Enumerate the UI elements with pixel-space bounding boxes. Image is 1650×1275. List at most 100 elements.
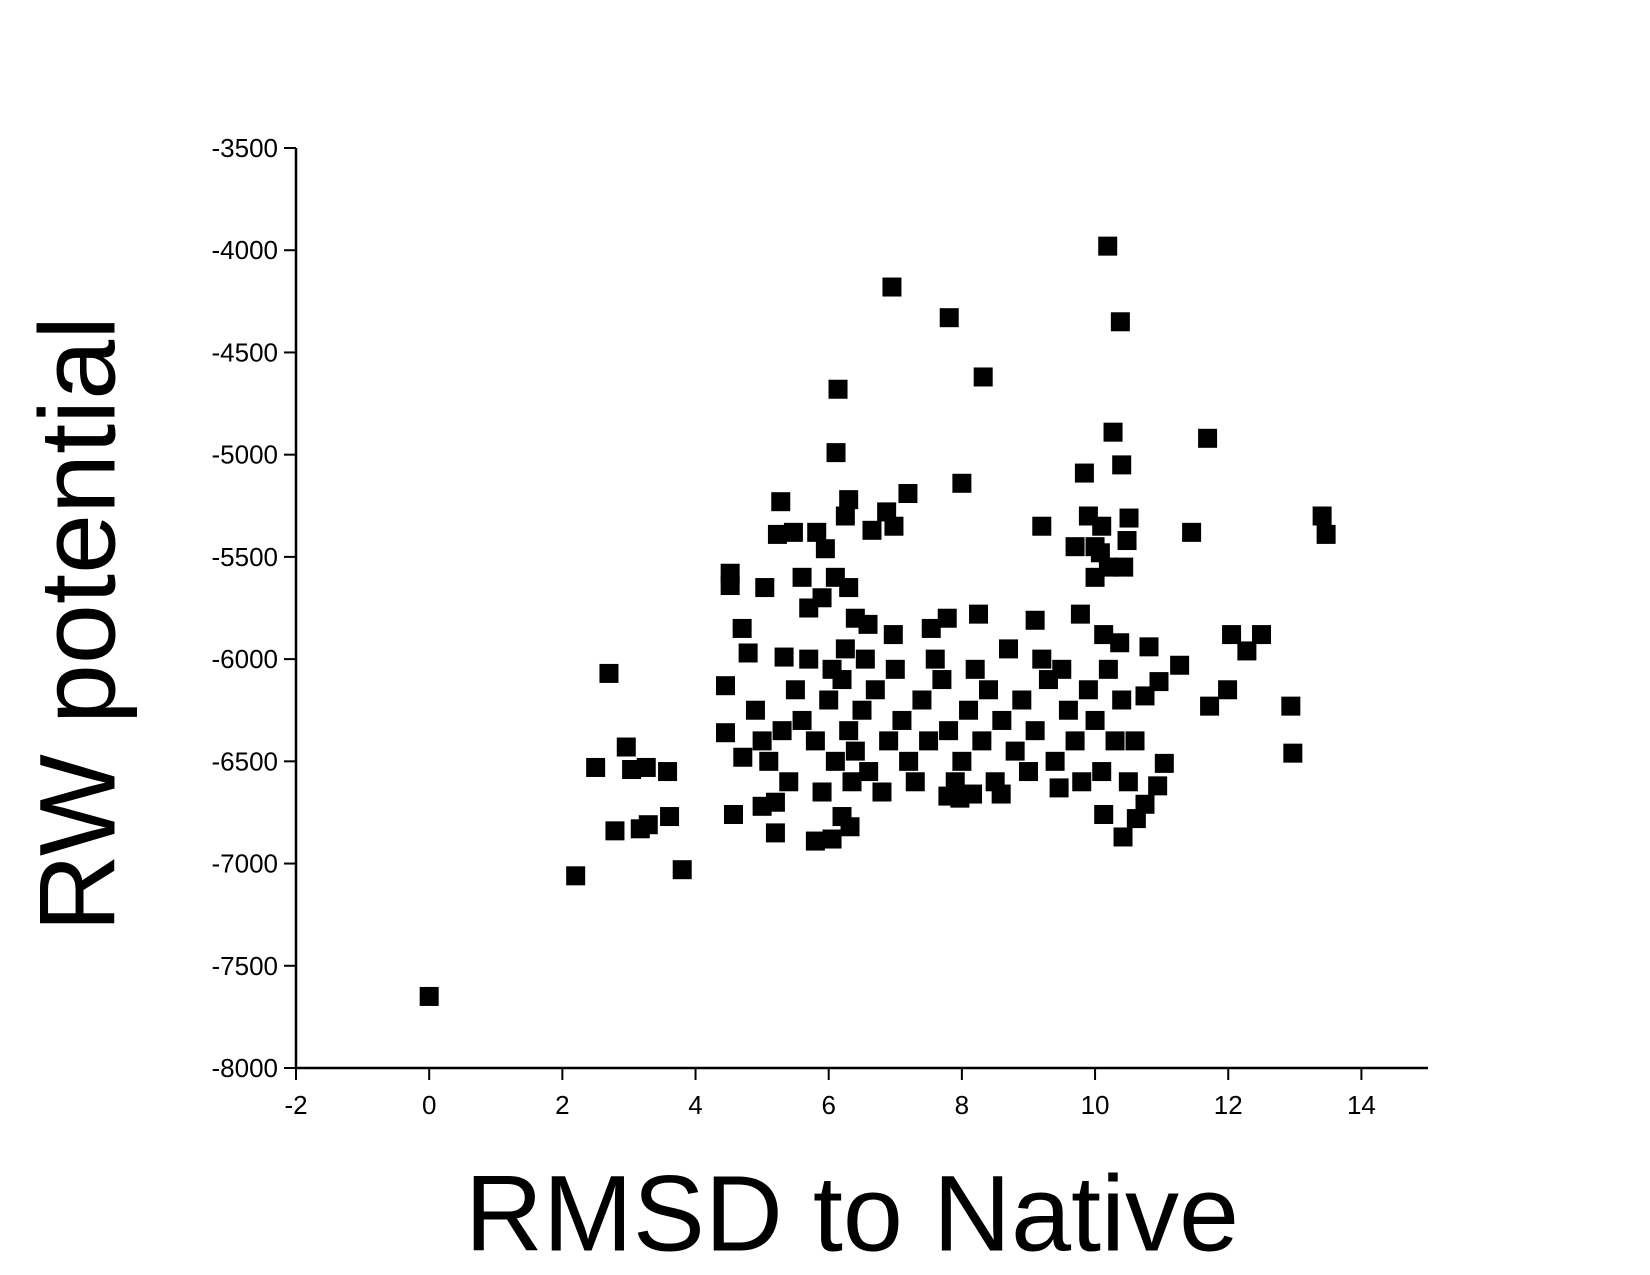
point bbox=[1094, 804, 1114, 824]
x-tick-label: 8 bbox=[955, 1090, 969, 1120]
point bbox=[1237, 641, 1257, 661]
point bbox=[733, 747, 753, 767]
point bbox=[884, 516, 904, 536]
point bbox=[1154, 753, 1174, 773]
point bbox=[1049, 778, 1069, 798]
y-tick-label: -7500 bbox=[212, 951, 279, 981]
y-axis-title: RW potential bbox=[17, 316, 138, 932]
y-tick-label: -4000 bbox=[212, 235, 279, 265]
point bbox=[605, 821, 625, 841]
point bbox=[1098, 236, 1118, 256]
point bbox=[805, 731, 825, 751]
point bbox=[1032, 649, 1052, 669]
point bbox=[1070, 604, 1090, 624]
point bbox=[815, 539, 835, 559]
point bbox=[755, 578, 775, 598]
point bbox=[825, 751, 845, 771]
point bbox=[752, 731, 772, 751]
x-tick-label: 0 bbox=[422, 1090, 436, 1120]
point bbox=[862, 520, 882, 540]
point bbox=[835, 639, 855, 659]
point bbox=[921, 618, 941, 638]
y-tick-label: -6000 bbox=[212, 644, 279, 674]
point bbox=[772, 721, 792, 741]
point bbox=[759, 751, 779, 771]
point bbox=[905, 772, 925, 792]
point bbox=[822, 829, 842, 849]
point bbox=[1200, 696, 1220, 716]
point bbox=[616, 737, 636, 757]
point bbox=[566, 866, 586, 886]
point bbox=[1218, 680, 1238, 700]
point bbox=[1281, 696, 1301, 716]
point bbox=[1078, 680, 1098, 700]
point bbox=[1112, 690, 1132, 710]
point bbox=[1098, 659, 1118, 679]
point bbox=[660, 807, 680, 827]
point bbox=[1018, 762, 1038, 782]
point bbox=[1170, 655, 1190, 675]
point bbox=[898, 484, 918, 504]
point bbox=[785, 680, 805, 700]
point bbox=[972, 731, 992, 751]
point bbox=[1094, 625, 1114, 645]
point bbox=[855, 649, 875, 669]
point bbox=[819, 690, 839, 710]
point bbox=[1117, 531, 1137, 551]
point bbox=[932, 670, 952, 690]
point bbox=[1012, 690, 1032, 710]
point bbox=[1092, 516, 1112, 536]
point bbox=[892, 710, 912, 730]
point bbox=[419, 986, 439, 1006]
point bbox=[720, 576, 740, 596]
point bbox=[1105, 731, 1125, 751]
point bbox=[899, 751, 919, 771]
point bbox=[1135, 686, 1155, 706]
point bbox=[845, 741, 865, 761]
y-tick-label: -5000 bbox=[212, 440, 279, 470]
point bbox=[745, 700, 765, 720]
point bbox=[1316, 524, 1336, 544]
point bbox=[973, 367, 993, 387]
x-tick-label: 6 bbox=[821, 1090, 835, 1120]
y-tick-label: -7000 bbox=[212, 849, 279, 879]
point bbox=[723, 804, 743, 824]
point bbox=[912, 690, 932, 710]
y-tick-label: -3500 bbox=[212, 133, 279, 163]
point bbox=[925, 649, 945, 669]
point bbox=[839, 578, 859, 598]
point bbox=[1118, 772, 1138, 792]
point bbox=[1283, 743, 1303, 763]
point bbox=[1135, 794, 1155, 814]
point bbox=[919, 731, 939, 751]
point bbox=[885, 659, 905, 679]
point bbox=[939, 308, 959, 328]
point bbox=[963, 784, 983, 804]
point bbox=[872, 782, 892, 802]
point bbox=[877, 502, 897, 522]
x-tick-label: 2 bbox=[555, 1090, 569, 1120]
point bbox=[732, 618, 752, 638]
point bbox=[952, 473, 972, 493]
point bbox=[939, 721, 959, 741]
point bbox=[799, 598, 819, 618]
point bbox=[771, 492, 791, 512]
point bbox=[839, 490, 859, 510]
point bbox=[1098, 557, 1118, 577]
point bbox=[882, 277, 902, 297]
point bbox=[883, 625, 903, 645]
point bbox=[965, 659, 985, 679]
point bbox=[952, 751, 972, 771]
point bbox=[1085, 537, 1105, 557]
point bbox=[1058, 700, 1078, 720]
point bbox=[765, 823, 785, 843]
point bbox=[792, 567, 812, 587]
point bbox=[1222, 625, 1242, 645]
y-tick-label: -8000 bbox=[212, 1053, 279, 1083]
point bbox=[852, 700, 872, 720]
point bbox=[845, 608, 865, 628]
y-tick-label: -5500 bbox=[212, 542, 279, 572]
point bbox=[1045, 751, 1065, 771]
point bbox=[812, 782, 832, 802]
